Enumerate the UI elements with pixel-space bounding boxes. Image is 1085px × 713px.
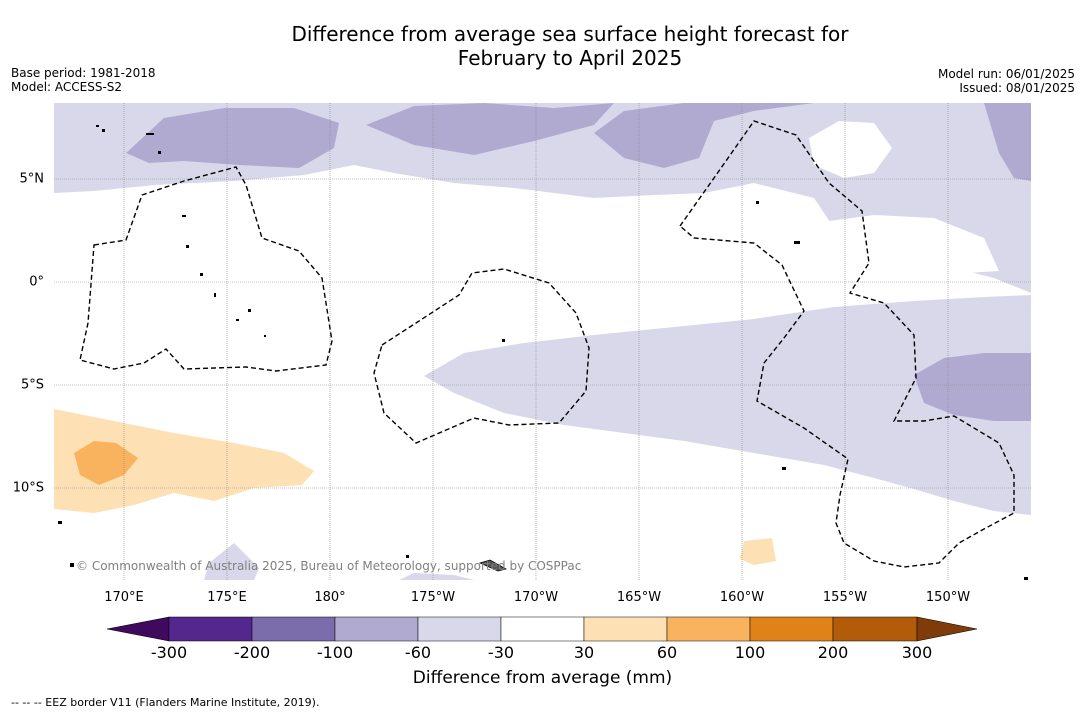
colorbar-seg-6 — [583, 616, 668, 642]
colorbar-tick-2: -200 — [233, 643, 271, 662]
anomaly-tongue-white — [814, 215, 999, 275]
eez-legend-note: -- -- -- EEZ border V11 (Flanders Marine… — [11, 696, 320, 709]
colorbar-tick-9: 200 — [817, 643, 849, 662]
lat-label-10s: 10°S — [12, 480, 44, 496]
colorbar-seg-9 — [832, 616, 918, 642]
copyright-text: © Commonwealth of Australia 2025, Bureau… — [76, 559, 582, 573]
islands — [58, 125, 1028, 580]
anomaly-region-orange-light — [54, 409, 314, 513]
model-run-text: Model run: 06/01/2025 — [937, 67, 1075, 81]
lat-label-5n: 5°N — [19, 171, 45, 187]
colorbar-tick-4: -60 — [404, 643, 432, 662]
colorbar-tick-3: -100 — [316, 643, 354, 662]
colorbar-tick-5: -30 — [487, 643, 515, 662]
lat-label-5s: 5°S — [20, 377, 44, 393]
anomaly-hole-white — [809, 121, 892, 178]
anomaly-region-orange-medium — [74, 441, 138, 485]
latitude-gridlines — [54, 178, 1031, 489]
eez-borders — [79, 120, 1015, 568]
lon-label-170w: 170°W — [513, 590, 559, 605]
colorbar-extend-low — [107, 616, 170, 642]
meta-right: Model run: 06/01/2025 Issued: 08/01/2025 — [938, 67, 1075, 95]
lon-label-180: 180° — [314, 590, 346, 605]
colorbar-seg-3 — [334, 616, 419, 642]
anomaly-region-light-sw — [204, 543, 259, 580]
colorbar-seg-4 — [417, 616, 502, 642]
anomaly-region-medium-5 — [914, 353, 1031, 421]
anomaly-region-light-s — [399, 573, 474, 580]
anomaly-region-medium-3 — [594, 103, 814, 168]
colorbar-seg-5 — [500, 616, 585, 642]
eez-border-central — [373, 268, 590, 444]
lon-label-160w: 160°W — [719, 590, 765, 605]
colorbar-tick-6: 30 — [573, 643, 595, 662]
colorbar-seg-1 — [168, 616, 253, 642]
lon-label-150w: 150°W — [925, 590, 971, 605]
colorbar-tick-1: -300 — [150, 643, 188, 662]
colorbar-tick-7: 60 — [656, 643, 678, 662]
lon-label-175e: 175°E — [207, 590, 247, 605]
anomaly-region-medium-2 — [366, 103, 614, 155]
title-line-1: Difference from average sea surface heig… — [291, 22, 849, 46]
model-text: Model: ACCESS-S2 — [11, 80, 123, 94]
lon-label-165w: 165°W — [616, 590, 662, 605]
map-area — [54, 103, 1031, 580]
lon-label-170e: 170°E — [104, 590, 144, 605]
lon-label-175w: 175°W — [410, 590, 456, 605]
colorbar — [107, 616, 978, 642]
issued-text: Issued: 08/01/2025 — [959, 81, 1075, 95]
colorbar-seg-8 — [749, 616, 834, 642]
anomaly-region-light-south — [424, 295, 1031, 515]
colorbar-tick-8: 100 — [734, 643, 766, 662]
colorbar-seg-2 — [251, 616, 336, 642]
colorbar-tick-10: 300 — [901, 643, 933, 662]
map-title: Difference from average sea surface heig… — [0, 22, 1085, 70]
colorbar-label: Difference from average (mm) — [412, 668, 673, 688]
colorbar-seg-7 — [666, 616, 751, 642]
eez-border-east — [679, 120, 1015, 568]
colorbar-extend-high — [916, 616, 978, 642]
anomaly-region-orange-small — [740, 538, 776, 565]
title-line-2: February to April 2025 — [457, 46, 683, 70]
meta-left: Base period: 1981-2018 Model: ACCESS-S2 — [11, 66, 156, 94]
base-period-text: Base period: 1981-2018 — [11, 66, 156, 80]
anomaly-region-medium-4 — [984, 103, 1031, 181]
anomaly-region-medium-1 — [126, 108, 339, 168]
lon-label-155w: 155°W — [822, 590, 868, 605]
longitude-gridlines — [123, 103, 949, 580]
lat-label-0: 0° — [29, 274, 44, 290]
